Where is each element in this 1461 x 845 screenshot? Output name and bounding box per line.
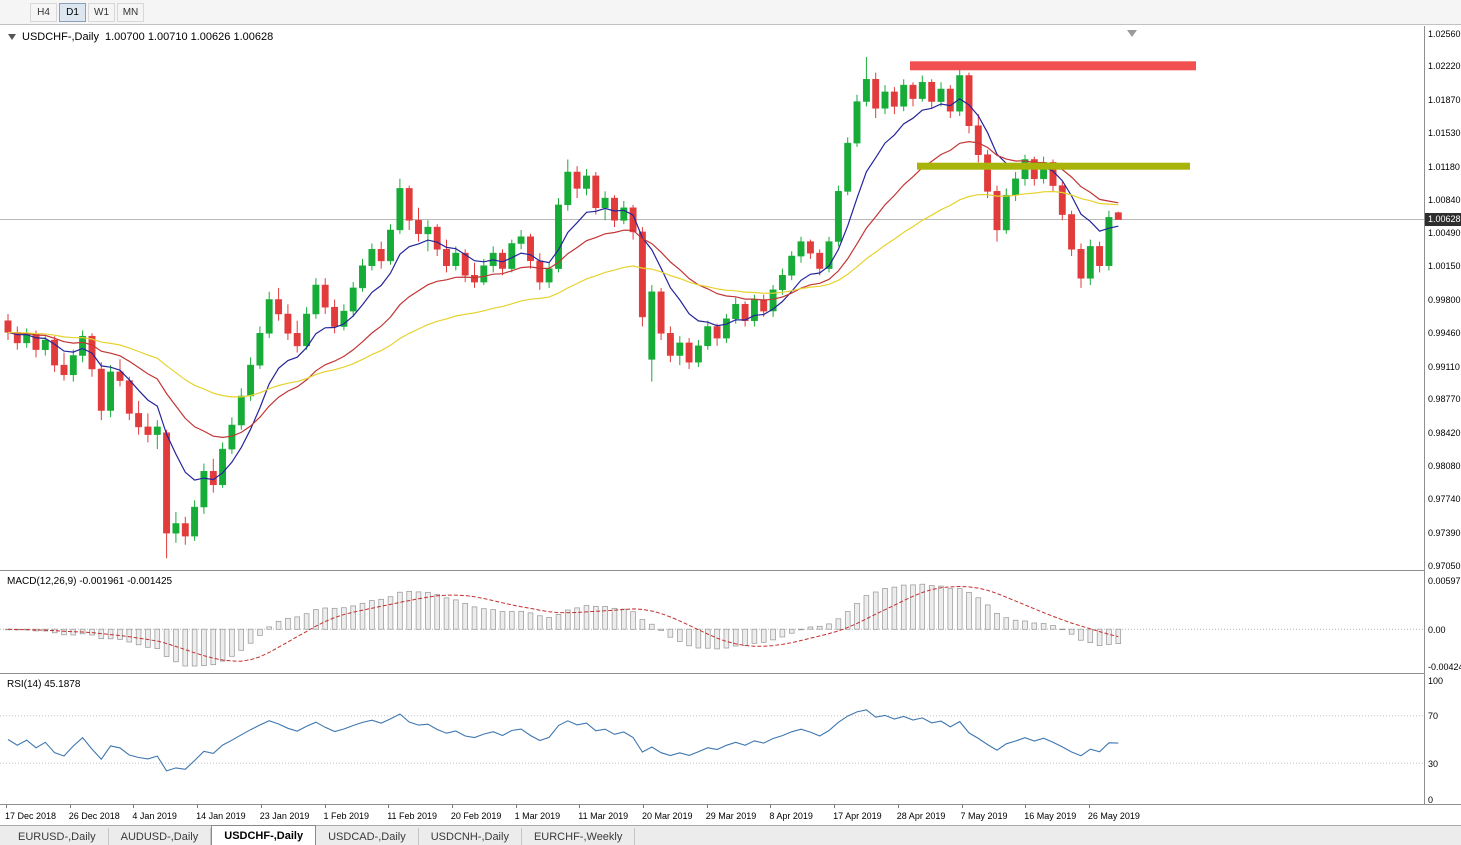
chart-tab-usdchf[interactable]: USDCHF-,Daily [211, 825, 317, 845]
macd-axis-label: 0.00597 [1428, 576, 1461, 586]
time-tick [1088, 805, 1090, 808]
macd-axis-label: -0.0042432 [1428, 662, 1461, 672]
time-axis-label: 17 Apr 2019 [833, 811, 882, 821]
time-axis-label: 16 May 2019 [1024, 811, 1077, 821]
ma-45-line[interactable] [7, 190, 1119, 398]
rsi-value: 45.1878 [44, 679, 81, 690]
price-axis-label: 0.99460 [1428, 327, 1461, 338]
time-tick [324, 805, 326, 808]
ma-8-line[interactable] [7, 98, 1119, 481]
price-axis[interactable]: 1.00628 1.02560 1.02220 1.01870 1.01530 1.01… [1424, 26, 1461, 805]
time-tick [388, 805, 390, 808]
time-tick [706, 805, 708, 808]
time-tick [197, 805, 199, 808]
time-tick [770, 805, 772, 808]
price-axis-label: 0.98420 [1428, 428, 1461, 439]
macd-panel[interactable] [0, 572, 1424, 673]
time-tick [260, 805, 262, 808]
price-axis-label: 0.97740 [1428, 493, 1461, 504]
time-tick [834, 805, 836, 808]
chart-title: USDCHF-,Daily 1.00700 1.00710 1.00626 1.… [8, 31, 273, 43]
time-axis-label: 26 Dec 2018 [68, 811, 120, 821]
period-button-h4[interactable]: H4 [30, 2, 57, 22]
chart-tab-audusd[interactable]: AUDUSD-,Daily [109, 828, 212, 845]
price-axis-label: 1.02220 [1428, 61, 1461, 72]
price-axis-label: 1.01180 [1428, 161, 1460, 172]
time-tick [897, 805, 899, 808]
time-axis-label: 20 Mar 2019 [642, 811, 693, 821]
time-tick [6, 805, 7, 808]
time-axis-label: 29 Mar 2019 [705, 811, 757, 821]
price-axis-label: 1.00840 [1428, 194, 1461, 205]
rsi-name: RSI(14) [7, 679, 42, 690]
price-axis-label: 1.00150 [1428, 261, 1461, 272]
time-axis-label: 1 Mar 2019 [514, 811, 561, 821]
time-axis-label: 14 Jan 2019 [196, 811, 246, 821]
time-axis-label: 23 Jan 2019 [259, 811, 310, 821]
time-tick [133, 805, 135, 808]
macd-name: MACD(12,26,9) [7, 576, 77, 587]
price-axis-label: 0.99800 [1428, 294, 1461, 305]
panel-splitter[interactable] [0, 570, 1461, 571]
macd-values: -0.001961 -0.001425 [79, 576, 173, 587]
time-axis-label: 8 Apr 2019 [769, 811, 813, 821]
current-price-badge: 1.00628 [1425, 213, 1461, 227]
period-button-d1[interactable]: D1 [59, 2, 86, 22]
macd-axis-label: 0.00 [1428, 625, 1446, 636]
timeframe-toolbar: H4 D1 W1 MN [0, 0, 1461, 25]
time-tick [515, 805, 517, 808]
price-axis-label: 0.97390 [1428, 527, 1461, 538]
time-axis-label: 7 May 2019 [960, 811, 1008, 821]
resistance-zone[interactable] [910, 61, 1196, 71]
price-axis-label: 0.98080 [1428, 461, 1461, 472]
chart-symbol-label: USDCHF-,Daily [22, 31, 99, 43]
time-axis-label: 1 Feb 2019 [323, 811, 370, 821]
time-tick [961, 805, 963, 808]
time-axis-label: 20 Feb 2019 [450, 811, 502, 821]
rsi-axis-label: 0 [1428, 794, 1434, 805]
rsi-axis-label: 30 [1428, 758, 1439, 769]
price-axis-label: 1.01870 [1428, 95, 1461, 106]
macd-label: MACD(12,26,9) -0.001961 -0.001425 [7, 576, 172, 587]
time-axis-label: 11 Mar 2019 [578, 811, 629, 821]
time-tick [69, 805, 71, 808]
period-button-mn[interactable]: MN [117, 2, 144, 22]
rsi-line[interactable] [7, 709, 1119, 772]
support-zone[interactable] [917, 162, 1190, 170]
price-axis-label: 0.97050 [1428, 560, 1461, 571]
chart-tab-bar: EURUSD-,Daily AUDUSD-,Daily USDCHF-,Dail… [0, 825, 1461, 845]
chart-tab-eurusd[interactable]: EURUSD-,Daily [6, 828, 109, 845]
price-axis-label: 1.02560 [1428, 28, 1461, 39]
rsi-axis-label: 70 [1428, 711, 1439, 722]
rsi-label: RSI(14) 45.1878 [7, 679, 80, 690]
price-axis-label: 0.99110 [1428, 361, 1460, 372]
rsi-panel[interactable] [0, 675, 1424, 804]
price-axis-label: 1.01530 [1428, 127, 1461, 138]
symbol-marker-icon [8, 34, 16, 40]
time-tick [451, 805, 453, 808]
chart-shift-marker-icon[interactable] [1127, 30, 1137, 37]
time-axis-label: 4 Jan 2019 [132, 811, 177, 821]
time-axis[interactable]: 17 Dec 2018 26 Dec 2018 4 Jan 2019 14 Jan 2… [0, 804, 1461, 825]
time-axis-label: 17 Dec 2018 [5, 811, 57, 821]
panel-splitter[interactable] [0, 673, 1461, 674]
time-axis-label: 11 Feb 2019 [387, 811, 438, 821]
macd-signal-line[interactable] [7, 585, 1119, 662]
chart-tab-usdcad[interactable]: USDCAD-,Daily [316, 828, 419, 845]
time-axis-label: 26 May 2019 [1087, 811, 1140, 821]
price-panel[interactable] [0, 26, 1424, 570]
chart-tab-eurchf[interactable]: EURCHF-,Weekly [522, 828, 636, 845]
time-tick [579, 805, 581, 808]
time-axis-label: 28 Apr 2019 [896, 811, 946, 821]
chart-ohlc-values: 1.00700 1.00710 1.00626 1.00628 [105, 31, 274, 43]
chart-tab-usdcnh[interactable]: USDCNH-,Daily [419, 828, 522, 845]
rsi-axis-label: 100 [1428, 675, 1444, 686]
time-tick [643, 805, 644, 808]
ma-20-line[interactable] [7, 140, 1119, 439]
period-button-w1[interactable]: W1 [88, 2, 115, 22]
price-axis-label: 1.00490 [1428, 228, 1461, 239]
price-axis-label: 0.98770 [1428, 394, 1461, 405]
time-tick [1025, 805, 1027, 808]
